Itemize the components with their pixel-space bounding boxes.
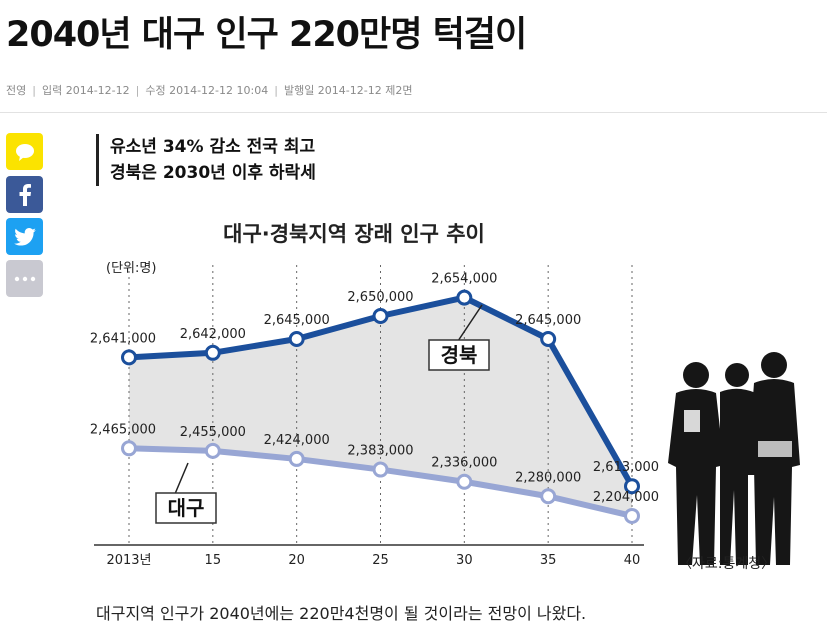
legend-box-gyeongbuk	[428, 339, 490, 371]
population-chart: 대구·경북지역 장래 인구 추이 (단위:명) 〈자료:통계청〉 2013년 15…	[90, 222, 800, 572]
article-meta: 전영 | 입력 2014-12-12 | 수정 2014-12-12 10:04 | 발행일…	[6, 82, 412, 98]
x-tick-label: 15	[205, 553, 222, 568]
data-label-gyeongbuk: 2,642,000	[180, 327, 246, 342]
unit-label: (단위:명)	[106, 261, 156, 276]
more-icon	[14, 276, 35, 281]
series-label-gyeongbuk: 경북	[441, 343, 478, 367]
x-tick-label: 40	[624, 553, 641, 568]
twitter-share-button[interactable]	[6, 218, 43, 255]
article-subheadline: 유소년 34% 감소 전국 최고 경북은 2030년 이후 하락세	[96, 134, 316, 186]
data-point-daegu	[204, 442, 221, 459]
data-point-gyeongbuk	[204, 344, 221, 361]
kakao-talk-icon	[15, 143, 34, 161]
more-share-button[interactable]	[6, 260, 43, 297]
author-name[interactable]: 전영	[6, 84, 27, 97]
kakao-share-button[interactable]	[6, 133, 43, 170]
data-label-daegu: 2,465,000	[90, 422, 156, 437]
data-point-gyeongbuk	[456, 289, 473, 306]
data-label-daegu: 2,204,000	[593, 490, 659, 505]
x-tick-label: 20	[288, 553, 305, 568]
x-tick-label: 2013년	[106, 553, 151, 568]
data-label-daegu: 2,336,000	[431, 456, 497, 471]
legend-pointer	[457, 304, 483, 342]
x-tick-label: 25	[372, 553, 389, 568]
data-label-gyeongbuk: 2,645,000	[264, 313, 330, 328]
article-first-paragraph: 대구지역 인구가 2040년에는 220만4천명이 될 것이라는 전망이 나왔다…	[96, 604, 587, 623]
facebook-icon	[19, 183, 31, 206]
data-label-gyeongbuk: 2,613,000	[593, 460, 659, 475]
input-date: 입력 2014-12-12	[41, 84, 130, 97]
data-label-daegu: 2,455,000	[180, 425, 246, 440]
data-point-daegu	[372, 461, 389, 478]
x-tick-label: 35	[540, 553, 557, 568]
data-point-gyeongbuk	[372, 308, 389, 324]
data-label-gyeongbuk: 2,645,000	[515, 313, 581, 328]
meta-separator: |	[135, 84, 140, 97]
x-tick-label: 30	[456, 553, 473, 568]
data-label-gyeongbuk: 2,654,000	[431, 272, 497, 287]
data-point-daegu	[456, 473, 473, 490]
data-label-daegu: 2,424,000	[264, 433, 330, 448]
data-point-daegu	[121, 440, 137, 457]
chart-area-fill	[129, 297, 632, 516]
data-point-gyeongbuk	[288, 331, 305, 347]
data-point-gyeongbuk	[624, 478, 640, 495]
header-divider	[0, 112, 827, 113]
article-headline: 2040년 대구 인구 220만명 턱걸이	[6, 15, 527, 55]
data-point-daegu	[540, 488, 557, 505]
meta-separator: |	[32, 84, 36, 97]
data-point-daegu	[624, 507, 640, 524]
chart-title: 대구·경북지역 장래 인구 추이	[223, 222, 485, 246]
data-point-gyeongbuk	[540, 331, 557, 347]
twitter-icon	[13, 227, 36, 246]
subhead-line: 유소년 34% 감소 전국 최고	[110, 137, 316, 157]
legend-box-daegu	[155, 492, 217, 524]
data-point-daegu	[288, 450, 305, 467]
business-people-silhouette	[668, 352, 800, 565]
data-label-gyeongbuk: 2,641,000	[90, 331, 156, 346]
data-label-gyeongbuk: 2,650,000	[347, 290, 413, 305]
source-label: 〈자료:통계청〉	[678, 556, 775, 572]
data-label-daegu: 2,280,000	[515, 470, 581, 485]
data-label-daegu: 2,383,000	[347, 444, 413, 459]
series-label-daegu: 대구	[168, 496, 205, 520]
subhead-line: 경북은 2030년 이후 하락세	[110, 163, 316, 183]
issue-info: 발행일 2014-12-12 제2면	[283, 84, 413, 97]
meta-separator: |	[274, 84, 278, 97]
modified-date: 수정 2014-12-12 10:04	[145, 84, 269, 97]
data-point-gyeongbuk	[121, 349, 137, 366]
facebook-share-button[interactable]	[6, 176, 43, 213]
